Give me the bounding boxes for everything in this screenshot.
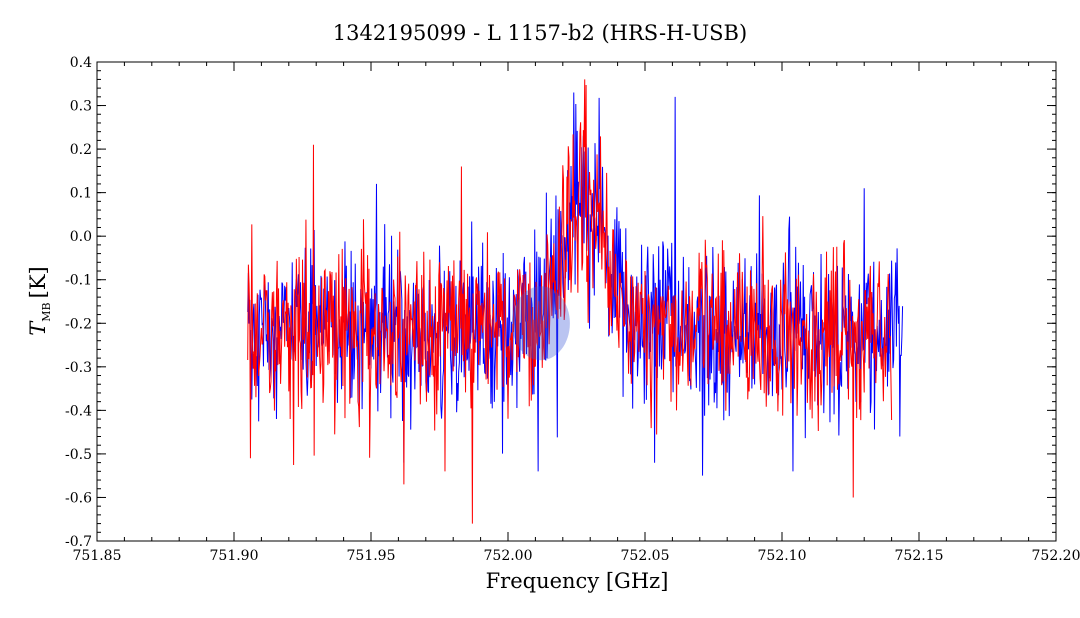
- chart-title: 1342195099 - L 1157-b2 (HRS-H-USB): [333, 21, 747, 45]
- y-tick-label: 0.3: [70, 99, 92, 115]
- y-axis-subscript: MB: [40, 302, 53, 321]
- x-tick-label: 752.10: [758, 548, 807, 564]
- axis-ticks: [96, 61, 1057, 542]
- y-tick-label: -0.2: [65, 316, 92, 332]
- spectrum-traces: [247, 79, 904, 524]
- y-tick-label: -0.7: [65, 534, 92, 550]
- y-tick-label: -0.1: [65, 273, 92, 289]
- spectrum-series-2: [247, 79, 893, 524]
- x-tick-label: 751.90: [210, 548, 259, 564]
- x-axis-label: Frequency [GHz]: [486, 569, 669, 593]
- y-tick-label: -0.6: [65, 490, 92, 506]
- x-tick-label: 751.95: [347, 548, 396, 564]
- y-tick-labels: -0.7 -0.6 -0.5 -0.4 -0.3 -0.2 -0.1 0.0 0.1 0.2 0.3…: [65, 55, 92, 550]
- y-axis-label: TMB [K]: [26, 266, 53, 335]
- y-tick-label: -0.3: [65, 360, 92, 376]
- y-axis-unit: [K]: [26, 266, 50, 298]
- x-tick-label: 751.85: [73, 548, 122, 564]
- x-tick-label: 752.20: [1032, 548, 1080, 564]
- plot-frame: [96, 61, 1057, 542]
- y-tick-label: 0.4: [70, 55, 92, 71]
- y-tick-label: 0.1: [70, 186, 92, 202]
- y-tick-label: 0.0: [70, 229, 92, 245]
- x-tick-labels: 751.85 751.90 751.95 752.00 752.05 752.10 752.…: [73, 548, 1080, 564]
- marker-layer: [511, 286, 570, 361]
- x-tick-label: 752.05: [621, 548, 670, 564]
- y-tick-label: -0.5: [65, 447, 92, 463]
- y-tick-label: 0.2: [70, 142, 92, 158]
- y-axis-symbol: T: [26, 320, 50, 336]
- highlight-marker: [511, 286, 570, 361]
- x-tick-label: 752.00: [484, 548, 533, 564]
- x-tick-label: 752.15: [895, 548, 944, 564]
- y-tick-label: -0.4: [65, 403, 92, 419]
